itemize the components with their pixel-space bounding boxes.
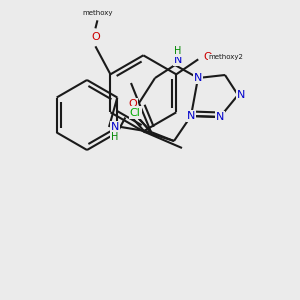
Text: N: N [216, 112, 224, 122]
Text: O: O [129, 99, 137, 109]
Text: O: O [204, 52, 213, 62]
Text: H: H [111, 132, 119, 142]
Text: N: N [237, 90, 245, 100]
Text: methoxy: methoxy [82, 10, 113, 16]
Text: methoxy2: methoxy2 [209, 54, 244, 60]
Text: N: N [111, 122, 119, 132]
Text: O: O [91, 32, 100, 42]
Text: Cl: Cl [130, 107, 141, 118]
Text: N: N [194, 73, 202, 83]
Text: N: N [187, 111, 195, 121]
Text: N: N [174, 55, 182, 65]
Text: H: H [174, 46, 182, 56]
